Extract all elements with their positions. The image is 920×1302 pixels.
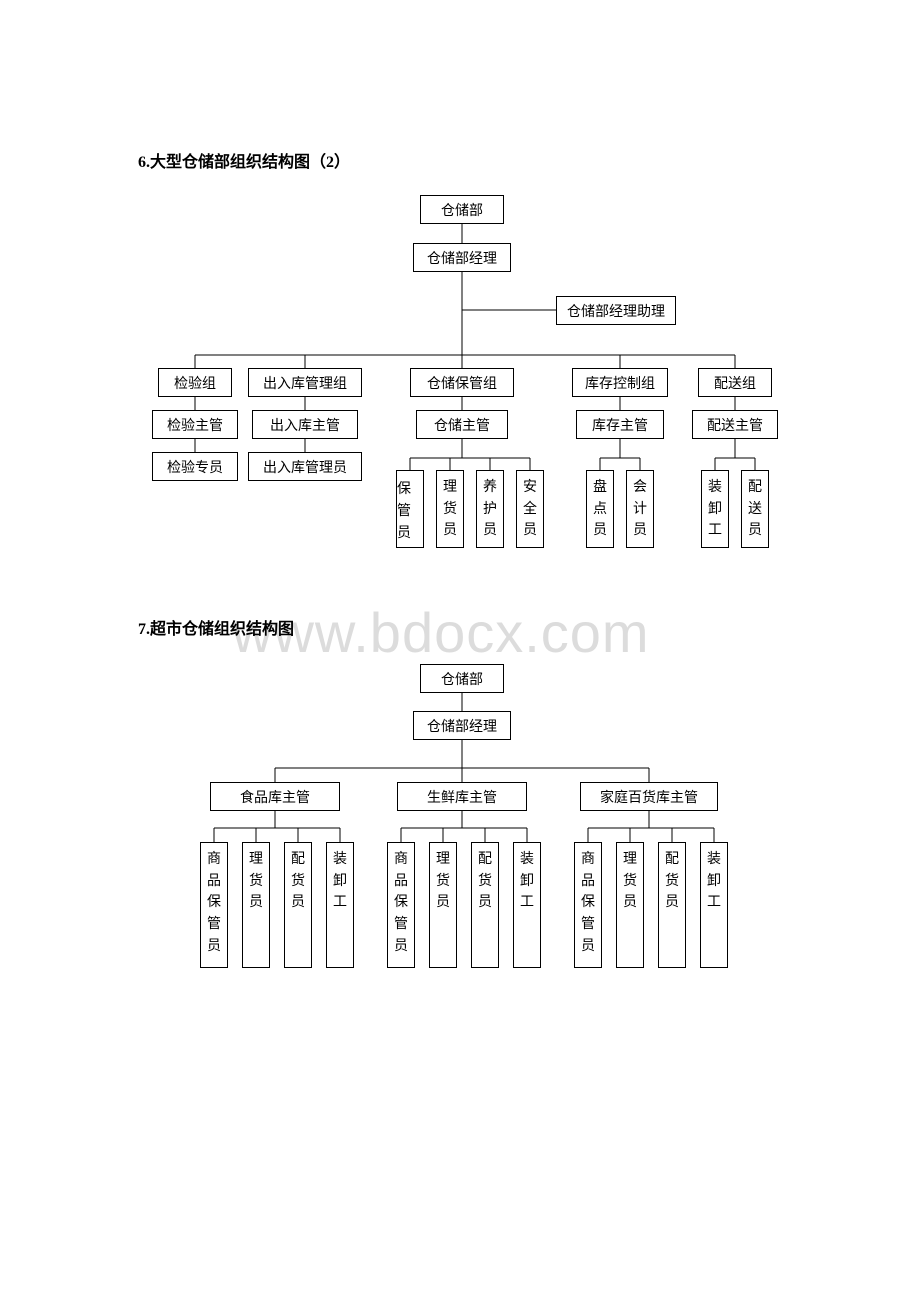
c6-v41-t: 会 计 员 <box>633 477 647 542</box>
c6-v30: 保 管 员 <box>396 470 424 548</box>
c7-g0-l1-t: 理 货 员 <box>249 849 263 914</box>
c6-s3: 库存主管 <box>576 410 664 439</box>
c7-manager: 仓储部经理 <box>413 711 511 740</box>
c6-v32-t: 养 护 员 <box>483 477 497 542</box>
c7-g1-l0: 商 品 保 管 员 <box>387 842 415 968</box>
c6-s1: 出入库主管 <box>252 410 358 439</box>
c6-v51: 配 送 员 <box>741 470 769 548</box>
c7-g1-l3-t: 装 卸 工 <box>520 849 534 914</box>
c6-v40: 盘 点 员 <box>586 470 614 548</box>
c6-l0: 检验专员 <box>152 452 238 481</box>
c6-s4: 配送主管 <box>692 410 778 439</box>
c7-g1-l2: 配 货 员 <box>471 842 499 968</box>
c6-v32: 养 护 员 <box>476 470 504 548</box>
page: 6.大型仓储部组织结构图（2） <box>0 0 920 1302</box>
c6-v30-t: 保 管 员 <box>397 479 411 544</box>
c6-v50-t: 装 卸 工 <box>708 477 722 542</box>
watermark: www.bdocx.com <box>232 600 650 665</box>
c7-g2-l3-t: 装 卸 工 <box>707 849 721 914</box>
c6-manager: 仓储部经理 <box>413 243 511 272</box>
c6-g1: 出入库管理组 <box>248 368 362 397</box>
c6-v51-t: 配 送 员 <box>748 477 762 542</box>
heading-6: 6.大型仓储部组织结构图（2） <box>138 148 350 172</box>
c6-v31-t: 理 货 员 <box>443 477 457 542</box>
c7-g0-l3: 装 卸 工 <box>326 842 354 968</box>
c7-sup0: 食品库主管 <box>210 782 340 811</box>
c7-sup1: 生鲜库主管 <box>397 782 527 811</box>
c6-g3: 库存控制组 <box>572 368 668 397</box>
c6-top: 仓储部 <box>420 195 504 224</box>
c7-g2-l2-t: 配 货 员 <box>665 849 679 914</box>
c6-v41: 会 计 员 <box>626 470 654 548</box>
c7-g2-l1-t: 理 货 员 <box>623 849 637 914</box>
c6-l1: 出入库管理员 <box>248 452 362 481</box>
c6-g0: 检验组 <box>158 368 232 397</box>
c7-g1-l3: 装 卸 工 <box>513 842 541 968</box>
c7-g0-l0-t: 商 品 保 管 员 <box>207 849 221 957</box>
c6-assistant: 仓储部经理助理 <box>556 296 676 325</box>
c7-g2-l1: 理 货 员 <box>616 842 644 968</box>
c7-g0-l3-t: 装 卸 工 <box>333 849 347 914</box>
c7-g0-l2: 配 货 员 <box>284 842 312 968</box>
c6-v50: 装 卸 工 <box>701 470 729 548</box>
c7-sup2: 家庭百货库主管 <box>580 782 718 811</box>
c6-s2: 仓储主管 <box>416 410 508 439</box>
c7-g0-l0: 商 品 保 管 员 <box>200 842 228 968</box>
c6-v33-t: 安 全 员 <box>523 477 537 542</box>
heading-7: 7.超市仓储组织结构图 <box>138 615 294 639</box>
c7-g2-l0: 商 品 保 管 员 <box>574 842 602 968</box>
c7-g1-l1-t: 理 货 员 <box>436 849 450 914</box>
c7-g2-l2: 配 货 员 <box>658 842 686 968</box>
c7-g1-l1: 理 货 员 <box>429 842 457 968</box>
c6-v33: 安 全 员 <box>516 470 544 548</box>
c7-g0-l1: 理 货 员 <box>242 842 270 968</box>
c6-v40-t: 盘 点 员 <box>593 477 607 542</box>
c7-g0-l2-t: 配 货 员 <box>291 849 305 914</box>
c7-g1-l0-t: 商 品 保 管 员 <box>394 849 408 957</box>
c6-g4: 配送组 <box>698 368 772 397</box>
c6-v31: 理 货 员 <box>436 470 464 548</box>
c7-g1-l2-t: 配 货 员 <box>478 849 492 914</box>
c6-s0: 检验主管 <box>152 410 238 439</box>
c7-g2-l0-t: 商 品 保 管 员 <box>581 849 595 957</box>
c7-g2-l3: 装 卸 工 <box>700 842 728 968</box>
c7-top: 仓储部 <box>420 664 504 693</box>
c6-g2: 仓储保管组 <box>410 368 514 397</box>
